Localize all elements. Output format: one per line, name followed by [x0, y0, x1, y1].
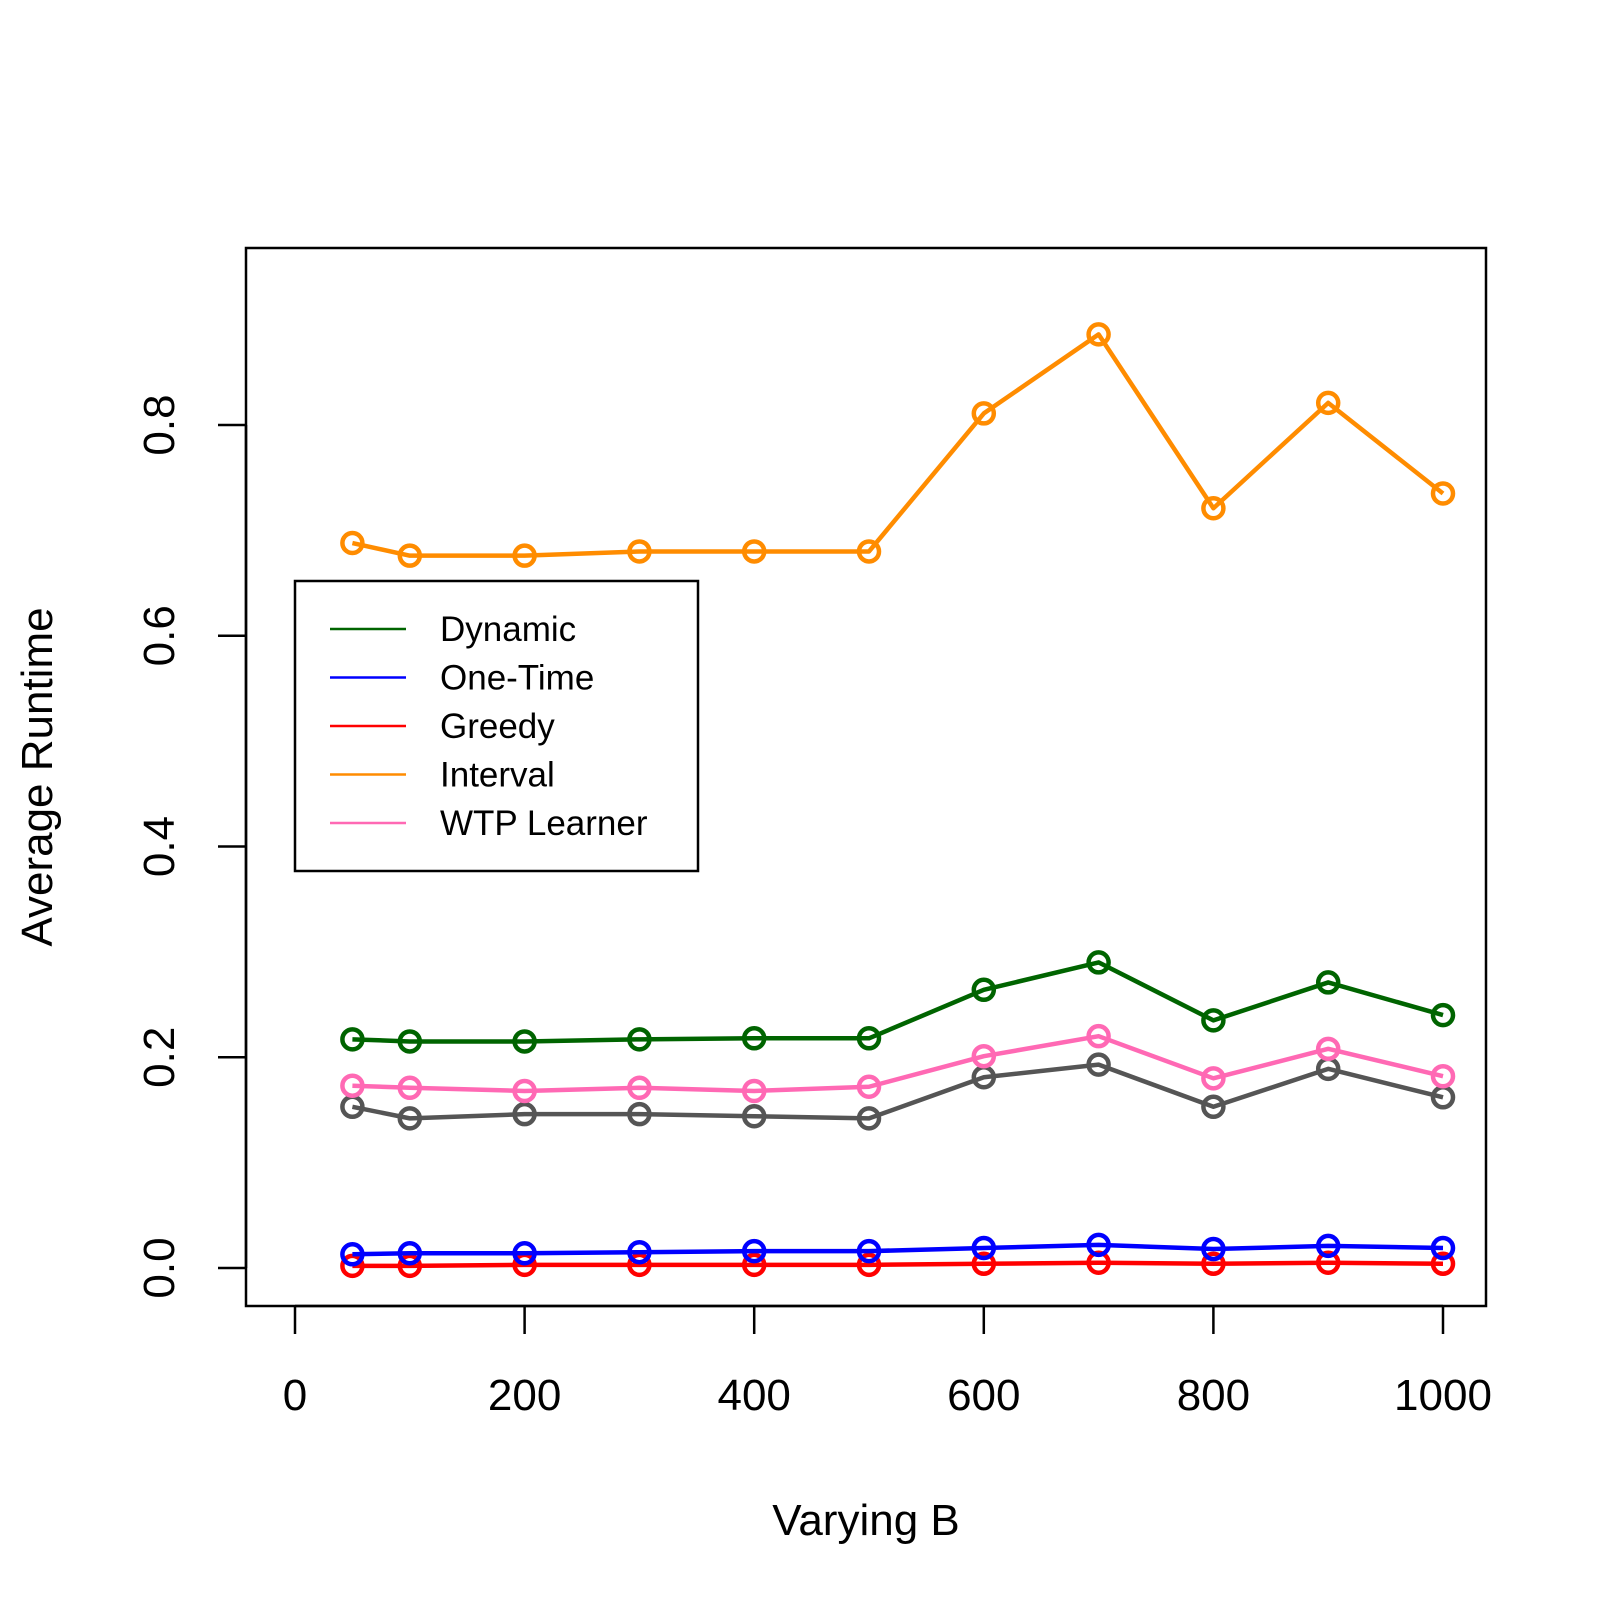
data-point	[627, 1027, 652, 1052]
series-line	[351, 332, 1445, 558]
series-one-time	[340, 1232, 1456, 1267]
legend-label: Interval	[440, 756, 555, 795]
series-greedy	[340, 1250, 1456, 1279]
y-tick-label: 0.8	[135, 394, 184, 455]
data-point	[1430, 481, 1456, 506]
legend-items: Dynamic One-Time Greedy Interval WTP Learner	[330, 610, 648, 843]
data-point	[397, 543, 423, 568]
data-point	[1201, 1066, 1226, 1091]
data-point	[397, 1106, 423, 1131]
data-point	[971, 1043, 997, 1069]
data-point	[397, 1029, 423, 1054]
y-tick-label: 0.4	[135, 816, 184, 877]
legend-label: Greedy	[440, 707, 555, 746]
data-point	[512, 1029, 537, 1054]
data-point	[627, 1075, 652, 1101]
data-point	[741, 1104, 767, 1129]
x-tick-label: 0	[283, 1371, 307, 1420]
data-point	[627, 539, 652, 564]
data-point	[741, 539, 767, 564]
data-point	[1315, 1036, 1341, 1062]
data-point	[1315, 970, 1341, 995]
data-point	[1430, 1002, 1456, 1028]
series-wtp-learner	[340, 1023, 1456, 1104]
data-point	[741, 1078, 767, 1104]
data-point	[1086, 1023, 1111, 1049]
x-axis-title: Varying B	[772, 1496, 960, 1545]
data-point	[856, 1252, 882, 1278]
data-point	[627, 1252, 652, 1278]
data-point	[971, 1251, 997, 1277]
data-point	[340, 530, 365, 556]
data-point	[340, 1073, 365, 1098]
data-point	[856, 1106, 882, 1131]
data-point	[1201, 1251, 1226, 1277]
series-line	[351, 1062, 1444, 1121]
data-point	[1315, 390, 1341, 416]
series-line	[352, 1260, 1444, 1269]
data-point	[1201, 1094, 1226, 1120]
series-dynamic	[340, 950, 1456, 1054]
data-point	[397, 1240, 423, 1266]
series-line	[352, 1242, 1444, 1257]
y-axis-title: Average Runtime	[13, 607, 62, 946]
data-point	[856, 539, 882, 564]
data-point	[1086, 950, 1111, 975]
data-point	[971, 401, 997, 426]
legend-label: Dynamic	[440, 610, 576, 649]
data-point	[340, 1027, 365, 1052]
data-point	[971, 977, 997, 1003]
data-point	[1315, 1233, 1341, 1259]
data-point	[340, 1242, 365, 1267]
data-point	[741, 1252, 767, 1278]
data-point	[512, 543, 537, 568]
data-point	[1201, 1236, 1226, 1262]
data-point	[1430, 1063, 1456, 1089]
data-point	[1430, 1251, 1456, 1277]
data-point	[856, 1026, 882, 1051]
x-tick-label: 200	[488, 1371, 561, 1420]
legend-label: One-Time	[440, 659, 594, 698]
data-point	[856, 1074, 882, 1100]
data-point	[397, 1253, 423, 1279]
data-point	[856, 1238, 882, 1264]
x-axis: 0 200 400 600 800 1000	[283, 1304, 1492, 1420]
data-point	[1315, 1250, 1341, 1275]
data-point	[1086, 1052, 1111, 1077]
series-layer	[340, 322, 1456, 1279]
data-point	[1201, 495, 1226, 521]
data-point	[1430, 1235, 1456, 1261]
data-point	[340, 1253, 365, 1279]
data-point	[627, 1101, 652, 1127]
data-point	[1201, 1008, 1226, 1033]
x-tick-label: 600	[947, 1371, 1020, 1420]
series-line	[352, 960, 1444, 1044]
x-tick-label: 1000	[1394, 1371, 1492, 1420]
data-point	[512, 1101, 537, 1127]
data-point	[1086, 322, 1111, 347]
y-axis: 0.0 0.2 0.4 0.6 0.8	[135, 394, 248, 1299]
data-point	[512, 1078, 537, 1104]
data-point	[1086, 1232, 1111, 1258]
series-line	[352, 1033, 1444, 1094]
series-interval	[340, 322, 1456, 568]
y-tick-label: 0.0	[135, 1237, 184, 1298]
x-tick-label: 400	[717, 1371, 790, 1420]
legend: Dynamic One-Time Greedy Interval WTP Learner	[293, 579, 700, 873]
series-unlabeled	[340, 1052, 1456, 1131]
data-point	[741, 1026, 767, 1051]
x-tick-label: 800	[1177, 1371, 1250, 1420]
data-point	[397, 1075, 423, 1101]
y-tick-label: 0.2	[135, 1027, 184, 1088]
data-point	[741, 1238, 767, 1264]
y-tick-label: 0.6	[135, 605, 184, 666]
legend-label: WTP Learner	[440, 804, 648, 843]
data-point	[627, 1239, 652, 1265]
data-point	[512, 1240, 537, 1266]
data-point	[971, 1235, 997, 1261]
